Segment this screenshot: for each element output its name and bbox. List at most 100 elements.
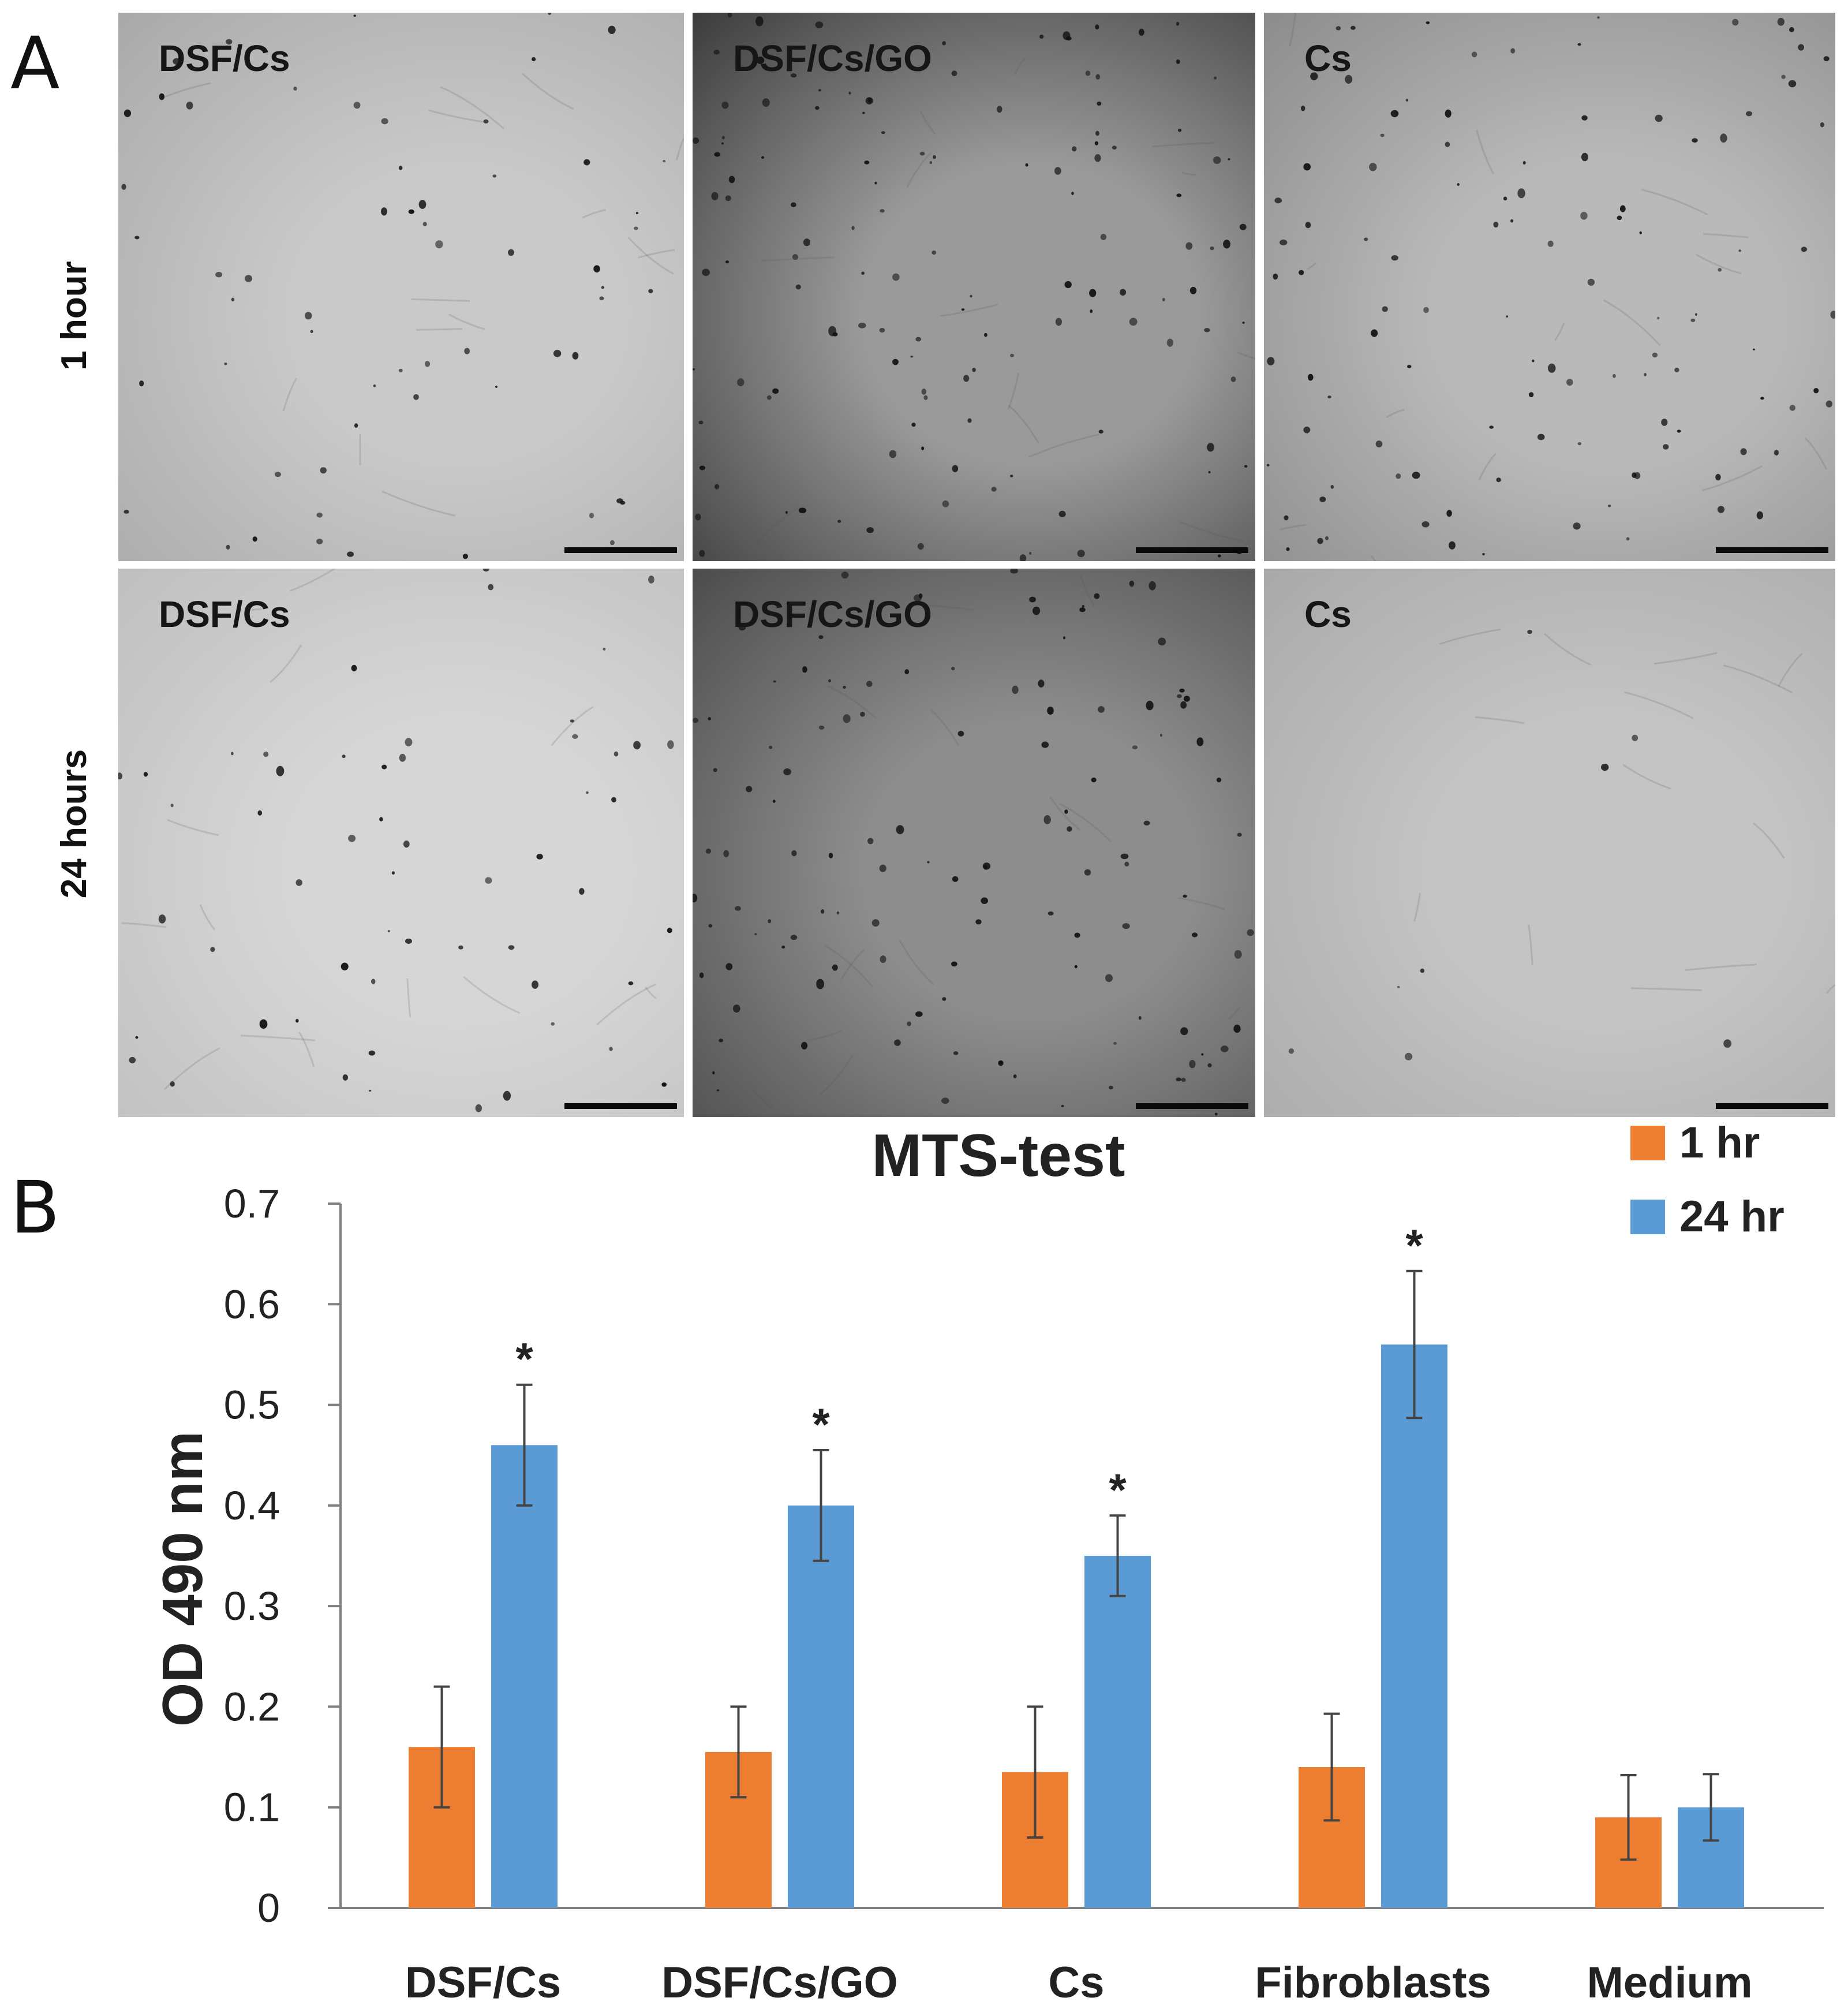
particle-speck [1218,554,1221,558]
particle-speck [970,294,972,298]
scale-bar [564,1103,677,1109]
particle-speck [1789,405,1795,411]
particle-speck [1364,237,1368,241]
particle-speck [1216,778,1222,783]
cell-fiber [1641,189,1708,216]
particle-specks [118,569,674,1112]
legend-swatch [1630,1126,1665,1160]
particle-speck [1063,636,1066,640]
significance-marker: * [515,1334,533,1384]
particle-speck [1445,141,1450,147]
particle-speck [904,669,909,675]
particle-speck [1189,1060,1196,1069]
particle-speck [1266,464,1270,467]
significance-marker: * [812,1399,830,1450]
particle-speck [485,877,492,884]
cell-fiber [761,256,835,262]
particle-speck [714,152,721,157]
particle-speck [1100,234,1107,240]
particle-speck [866,681,873,687]
particle-speck [159,93,164,100]
particle-speck [713,50,720,55]
particle-speck [1233,1024,1241,1033]
particle-speck [1449,541,1456,550]
micrograph-label: DSF/Cs/GO [733,593,932,635]
x-tick-label: Cs [1048,1958,1104,2007]
particle-speck [953,1051,959,1055]
particle-speck [1019,554,1027,561]
particle-speck [802,666,807,673]
particle-speck [1396,473,1401,479]
particle-speck [860,711,865,717]
micrograph-background [693,569,1255,1117]
particle-speck [693,137,699,144]
particle-speck [1405,99,1409,102]
particle-speck [1025,163,1028,167]
particle-speck [1146,700,1154,711]
cell-fiber [1307,262,1317,270]
particle-speck [1095,74,1100,80]
particle-speck [1074,965,1078,969]
particle-speck [1095,130,1099,136]
particle-speck [572,352,579,360]
particle-speck [911,423,916,427]
particle-speck [1097,101,1102,106]
cell-fiber [824,944,873,987]
particle-speck [1079,607,1086,613]
particle-speck [1183,696,1190,702]
cell-fiber [1624,691,1694,719]
cell-fiber [1804,437,1827,470]
particle-speck [1041,741,1049,748]
particle-speck [1010,569,1018,574]
particle-speck [818,725,825,730]
particle-speck [1143,820,1150,826]
particle-speck [1319,496,1326,502]
particle-speck [1663,444,1669,450]
significance-marker: * [1405,1220,1423,1271]
cell-fiber [1528,924,1533,966]
particle-speck [381,118,388,125]
particle-speck [1390,110,1399,117]
particle-speck [708,924,713,928]
particle-speck [1426,21,1430,24]
particle-speck [932,251,937,255]
cell-fiber [448,313,485,330]
particle-speck [1813,388,1819,394]
particle-speck [1009,475,1013,477]
particle-speck [1626,537,1630,541]
particle-speck [723,850,730,857]
particle-speck [1327,395,1331,399]
particle-speck [1220,1045,1229,1052]
particle-speck [1532,359,1535,363]
particle-speck [304,312,312,320]
particle-speck [1029,596,1036,603]
particle-speck [1644,373,1647,376]
particle-speck [975,919,982,925]
micrograph-dsf-cs-go-1h: DSF/Cs/GO [693,13,1255,561]
particle-speck [667,928,672,933]
particle-speck [867,98,872,103]
particle-speck [738,623,746,631]
particle-speck [792,254,798,260]
cell-fiber [416,328,463,331]
cell-fiber [1752,822,1785,859]
particle-speck [818,89,821,92]
particle-speck [422,222,427,226]
cell-fiber [919,110,936,135]
cell-fiber [406,978,412,1018]
particle-speck [1715,474,1721,481]
particle-speck [791,850,797,857]
particle-speck [942,41,946,46]
particle-speck [769,745,773,749]
particle-speck [1421,521,1430,528]
particle-speck [798,507,807,513]
particle-speck [772,800,776,803]
particle-speck [998,1060,1004,1066]
particle-speck [1777,17,1785,26]
particle-speck [124,510,129,514]
particle-speck [1577,43,1581,46]
particle-speck [215,271,223,278]
particle-speck [1094,141,1098,145]
particle-speck [1244,465,1248,468]
particle-speck [143,772,148,777]
